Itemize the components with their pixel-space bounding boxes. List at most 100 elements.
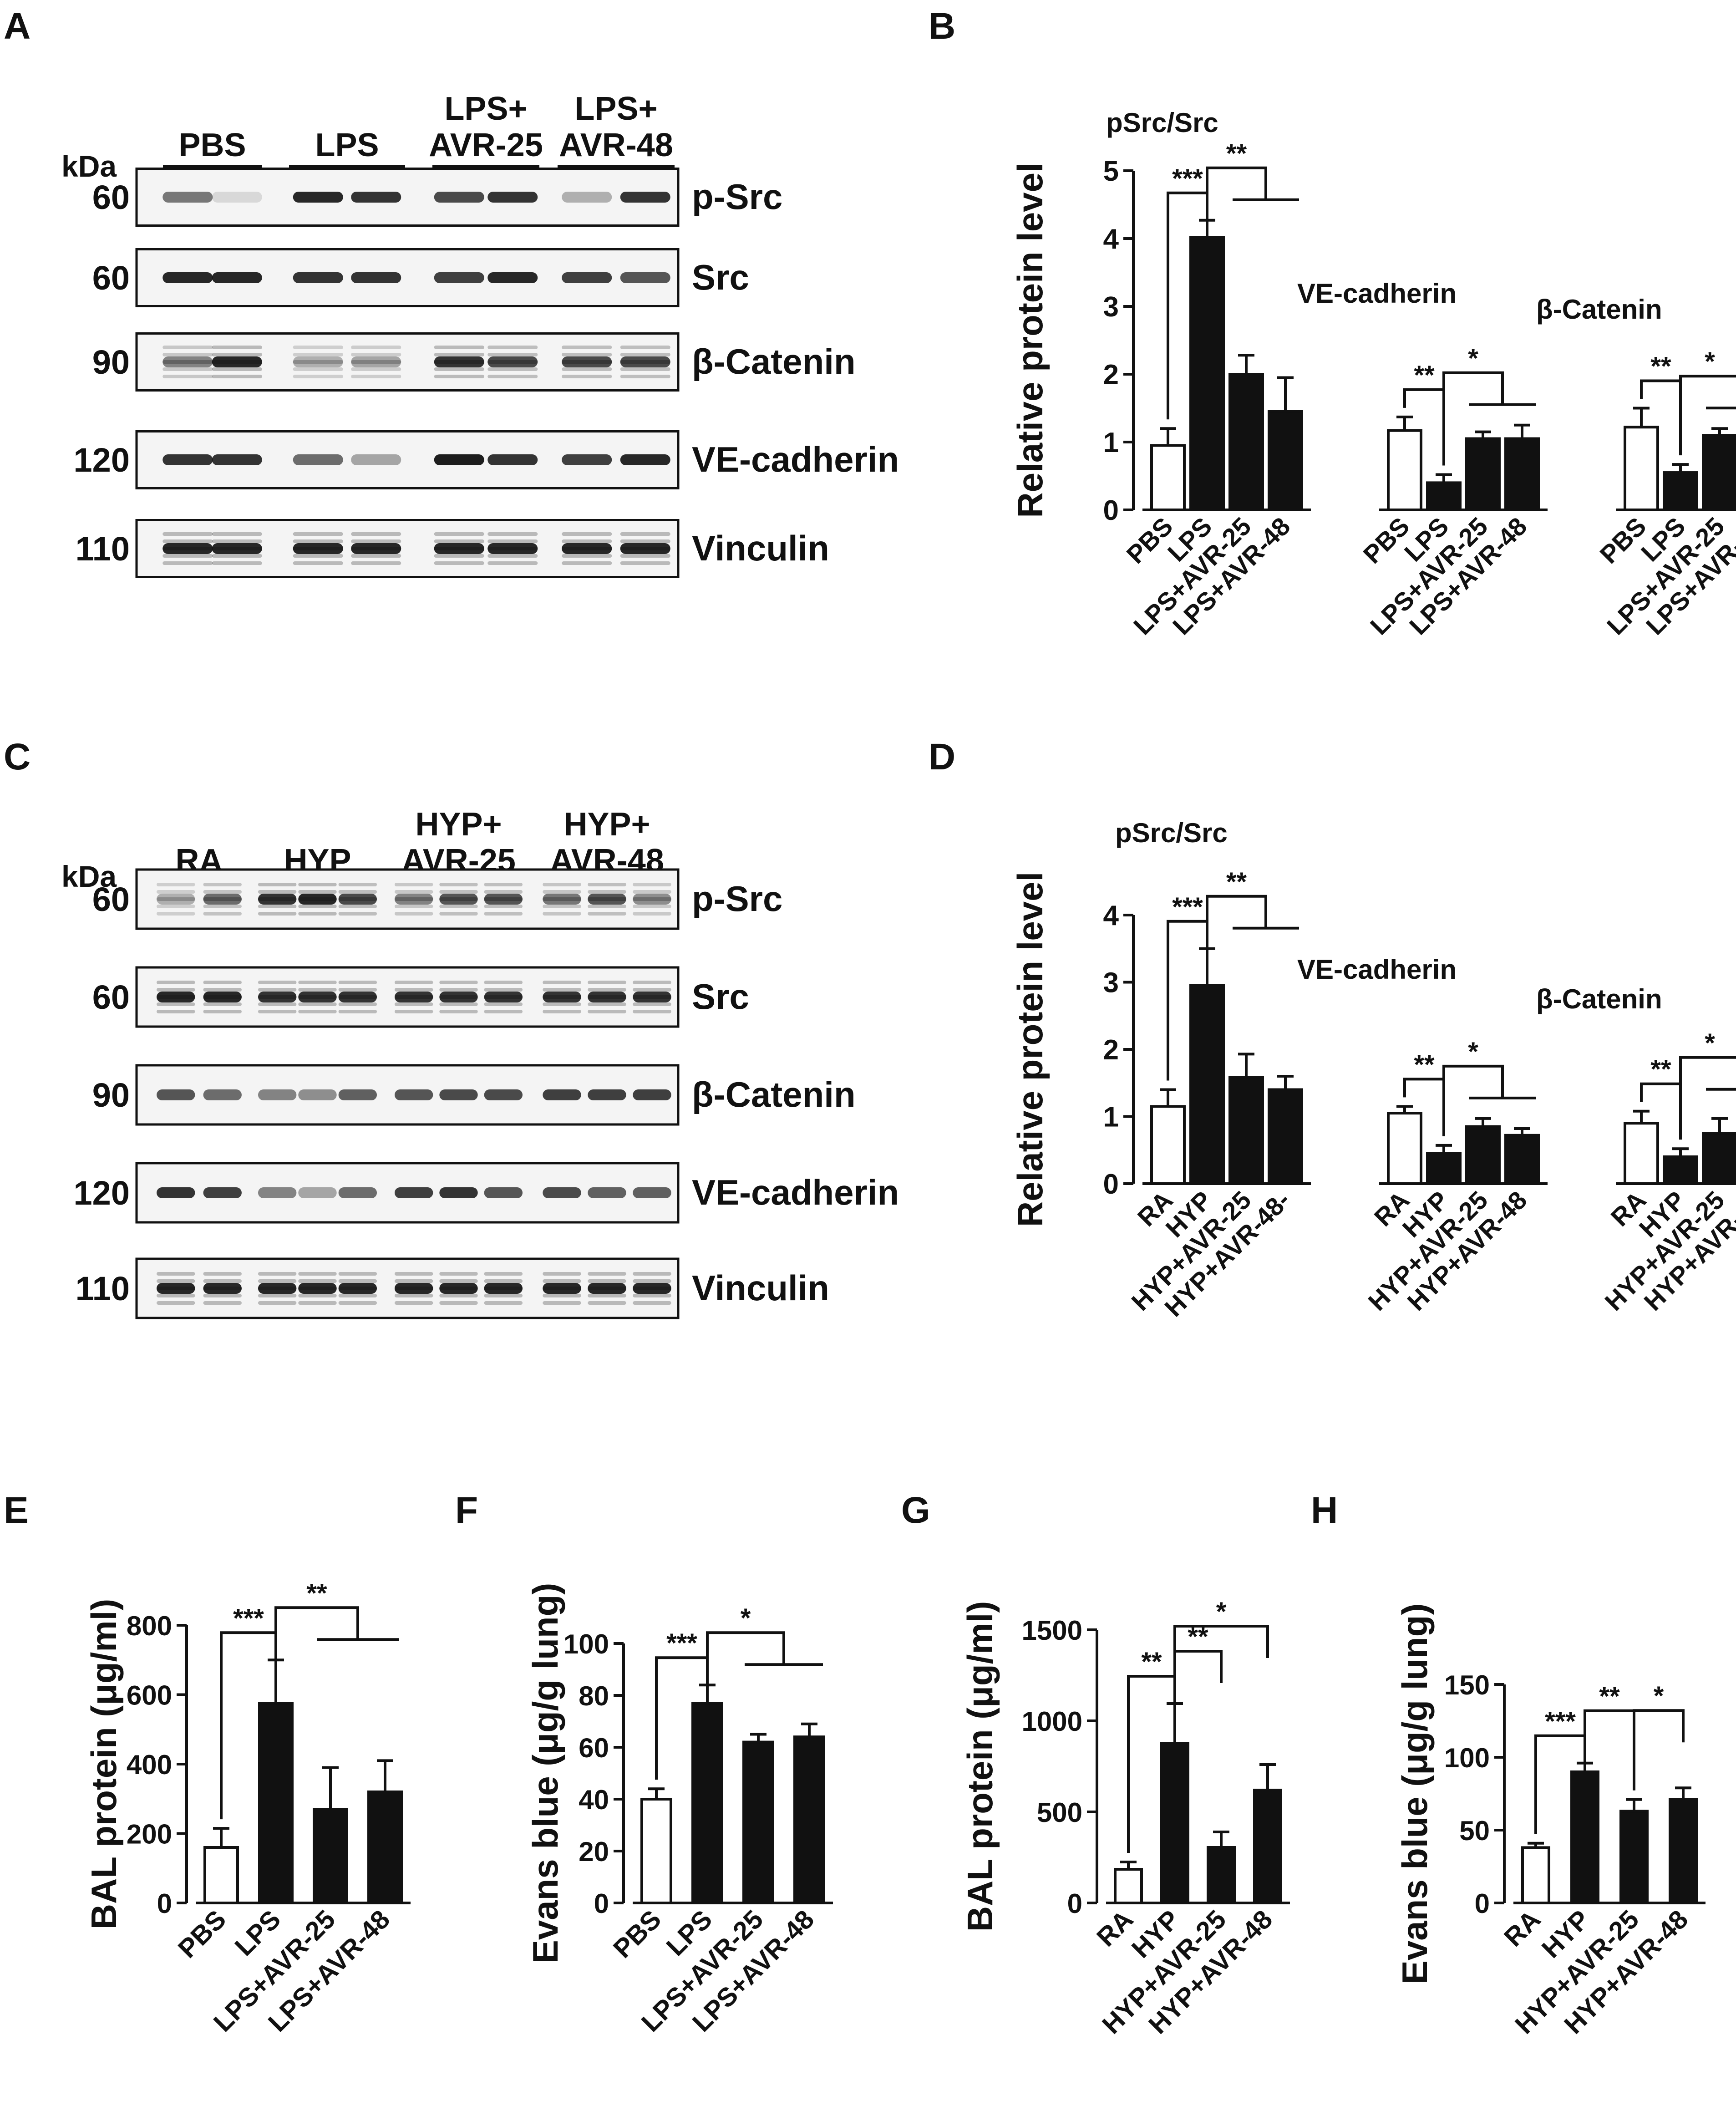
faint-band: [487, 539, 538, 543]
bar: [1268, 1088, 1303, 1185]
faint-band: [543, 988, 581, 992]
faint-band: [439, 1272, 478, 1276]
protein-band: [439, 894, 478, 905]
faint-band: [439, 1010, 478, 1013]
faint-band: [633, 988, 671, 992]
lane-group-label: HYP+: [415, 806, 502, 843]
faint-band: [484, 1272, 523, 1276]
protein-band: [439, 1187, 478, 1198]
cluster-title: pSrc/Src: [1115, 818, 1228, 848]
protein-label: Src: [692, 977, 749, 1017]
protein-band: [293, 192, 343, 203]
faint-band: [439, 1002, 478, 1006]
faint-band: [258, 1279, 297, 1283]
faint-band: [484, 1294, 523, 1297]
faint-band: [157, 905, 195, 908]
faint-band: [543, 1272, 581, 1276]
faint-band: [439, 890, 478, 894]
bar: [1619, 1810, 1649, 1904]
faint-band: [484, 988, 523, 992]
bar: [1624, 426, 1659, 511]
faint-band: [434, 539, 484, 543]
faint-band: [203, 1279, 242, 1283]
protein-band: [620, 356, 670, 367]
faint-band: [162, 375, 213, 378]
faint-band: [633, 1010, 671, 1013]
faint-band: [487, 353, 538, 356]
bar: [1624, 1122, 1659, 1185]
faint-band: [338, 1002, 377, 1006]
faint-band: [258, 981, 297, 984]
faint-band: [484, 1301, 523, 1305]
faint-band: [298, 890, 337, 894]
faint-band: [543, 912, 581, 916]
protein-band: [543, 894, 581, 905]
bar: [1702, 434, 1736, 511]
faint-band: [212, 353, 262, 356]
faint-band: [298, 981, 337, 984]
significance-stars: *: [1468, 1037, 1478, 1067]
lane-group-label: LPS+: [444, 91, 527, 127]
faint-band: [258, 988, 297, 992]
faint-band: [157, 988, 195, 992]
faint-band: [588, 1002, 626, 1006]
faint-band: [203, 905, 242, 908]
protein-band: [484, 1283, 523, 1294]
cluster-title: VE-cadherin: [1297, 278, 1457, 309]
faint-band: [394, 1010, 433, 1013]
faint-band: [394, 981, 433, 984]
protein-band: [633, 992, 671, 1002]
protein-band: [484, 1089, 523, 1100]
protein-label: Vinculin: [692, 528, 829, 568]
y-axis-title: Evans blue (μg/g lung): [525, 1583, 565, 1964]
faint-band: [620, 554, 670, 558]
faint-band: [338, 912, 377, 916]
faint-band: [351, 346, 401, 349]
faint-band: [157, 883, 195, 886]
protein-band: [258, 1089, 297, 1100]
protein-band: [258, 992, 297, 1002]
y-tick-label: 150: [1444, 1670, 1490, 1700]
panel-letter: D: [929, 736, 955, 778]
protein-band: [394, 1089, 433, 1100]
faint-band: [298, 1002, 337, 1006]
protein-band: [351, 543, 401, 554]
y-tick-label: 60: [579, 1733, 609, 1763]
faint-band: [298, 1294, 337, 1297]
faint-band: [562, 367, 612, 371]
y-tick-label: 4: [1103, 900, 1119, 931]
protein-band: [633, 1089, 671, 1100]
faint-band: [298, 883, 337, 886]
kda-value: 60: [92, 259, 130, 297]
faint-band: [588, 1294, 626, 1297]
faint-band: [258, 1294, 297, 1297]
faint-band: [203, 912, 242, 916]
faint-band: [212, 561, 262, 565]
significance-stars: **: [1414, 1050, 1435, 1079]
faint-band: [620, 375, 670, 378]
bar: [1228, 373, 1264, 511]
faint-band: [394, 1301, 433, 1305]
bar: [1663, 471, 1698, 512]
faint-band: [162, 561, 213, 565]
kda-value: 110: [76, 1270, 130, 1307]
protein-band: [434, 192, 484, 203]
bar: [1189, 236, 1225, 511]
y-tick-label: 0: [594, 1888, 609, 1919]
y-tick-label: 4: [1103, 224, 1119, 255]
faint-band: [351, 554, 401, 558]
protein-band: [203, 894, 242, 905]
significance-stars: *: [1216, 1597, 1227, 1627]
bar: [1160, 1742, 1189, 1904]
faint-band: [212, 375, 262, 378]
faint-band: [562, 539, 612, 543]
protein-band: [298, 992, 337, 1002]
bar: [1114, 1868, 1143, 1904]
protein-label: β-Catenin: [692, 341, 856, 382]
protein-band: [487, 272, 538, 283]
lane-group-label: PBS: [178, 127, 246, 163]
